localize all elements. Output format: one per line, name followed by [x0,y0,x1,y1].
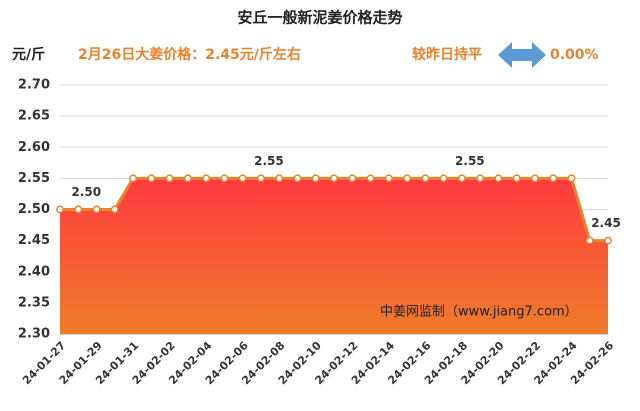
change-percent: 0.00% [550,47,599,63]
point [457,174,466,183]
area [60,178,608,334]
change-note: 较昨日持平 [412,46,482,63]
y-axis-unit: 元/斤 [12,46,45,63]
point [530,174,539,183]
y-tick-label: 2.70 [18,78,50,93]
point [293,174,302,183]
y-tick-label: 2.60 [18,140,50,155]
point [220,174,229,183]
point [439,174,448,183]
plot-area: 2.302.352.402.452.502.552.602.652.7024-0… [18,78,621,388]
y-tick-label: 2.40 [18,264,50,279]
point [183,174,192,183]
y-tick-label: 2.65 [18,109,50,124]
point [92,205,101,214]
point [366,174,375,183]
value-label: 2.50 [71,185,101,199]
value-label: 2.55 [455,154,485,168]
value-label: 2.45 [591,216,621,230]
point [56,205,64,214]
point [275,174,284,183]
point [147,174,156,183]
chart-title: 安丘一般新泥姜价格走势 [237,9,402,27]
watermark: 中姜网监制（www.jiang7.com） [380,305,578,320]
point [512,174,521,183]
point [567,174,576,183]
point [494,174,503,183]
arrow-icon [498,42,546,68]
point [256,174,265,183]
price-note: 2月26日大姜价格：2.45元/斤左右 [78,46,301,63]
y-tick-label: 2.30 [18,327,50,342]
point [165,174,174,183]
point [604,236,612,245]
y-tick-label: 2.35 [18,295,50,310]
point [202,174,211,183]
point [384,174,393,183]
point [110,205,119,214]
y-tick-label: 2.45 [18,233,50,248]
point [311,174,320,183]
point [585,236,594,245]
point [348,174,357,183]
point [421,174,430,183]
point [403,174,412,183]
point [330,174,338,183]
value-label: 2.55 [254,154,284,168]
point [238,174,247,183]
point [129,174,138,183]
point [74,205,83,214]
y-tick-label: 2.50 [18,202,50,217]
point [476,174,485,183]
y-tick-label: 2.55 [18,171,50,186]
point [549,174,558,183]
